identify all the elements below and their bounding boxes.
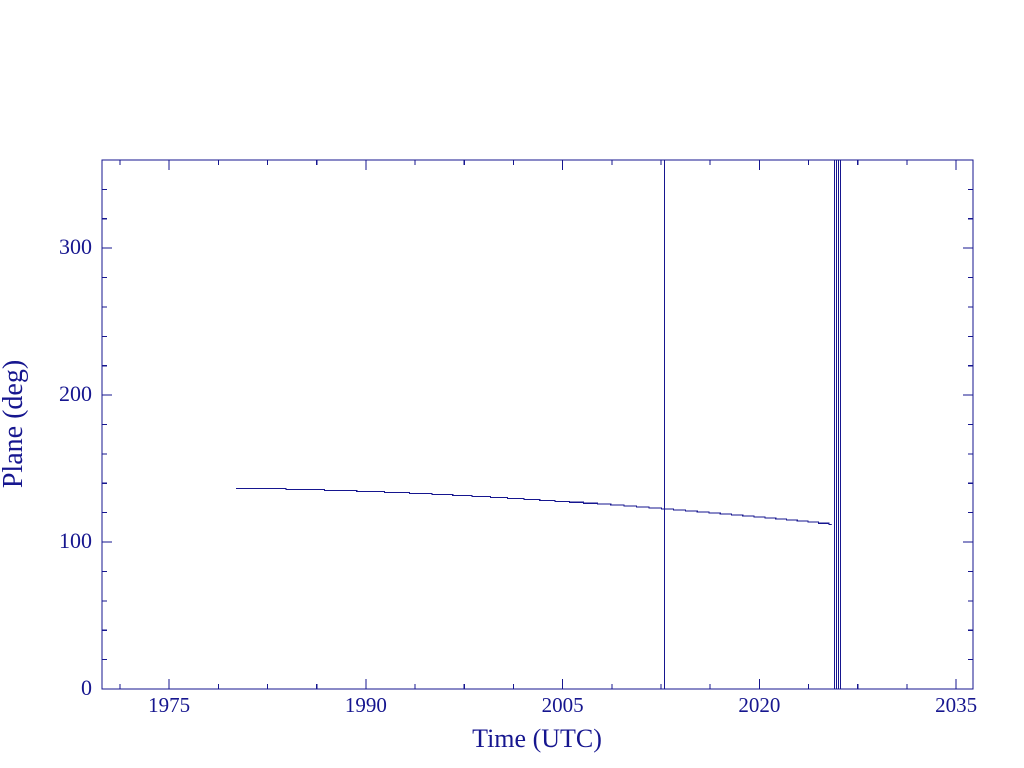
svg-text:300: 300 [59, 234, 92, 259]
svg-text:0: 0 [81, 675, 92, 700]
svg-text:2005: 2005 [542, 693, 584, 717]
svg-text:Time (UTC): Time (UTC) [472, 724, 602, 753]
svg-text:100: 100 [59, 528, 92, 553]
svg-text:2035: 2035 [935, 693, 977, 717]
svg-text:1990: 1990 [345, 693, 387, 717]
svg-text:2020: 2020 [738, 693, 780, 717]
svg-text:Plane (deg): Plane (deg) [0, 360, 29, 488]
svg-text:200: 200 [59, 381, 92, 406]
svg-text:1975: 1975 [148, 693, 190, 717]
